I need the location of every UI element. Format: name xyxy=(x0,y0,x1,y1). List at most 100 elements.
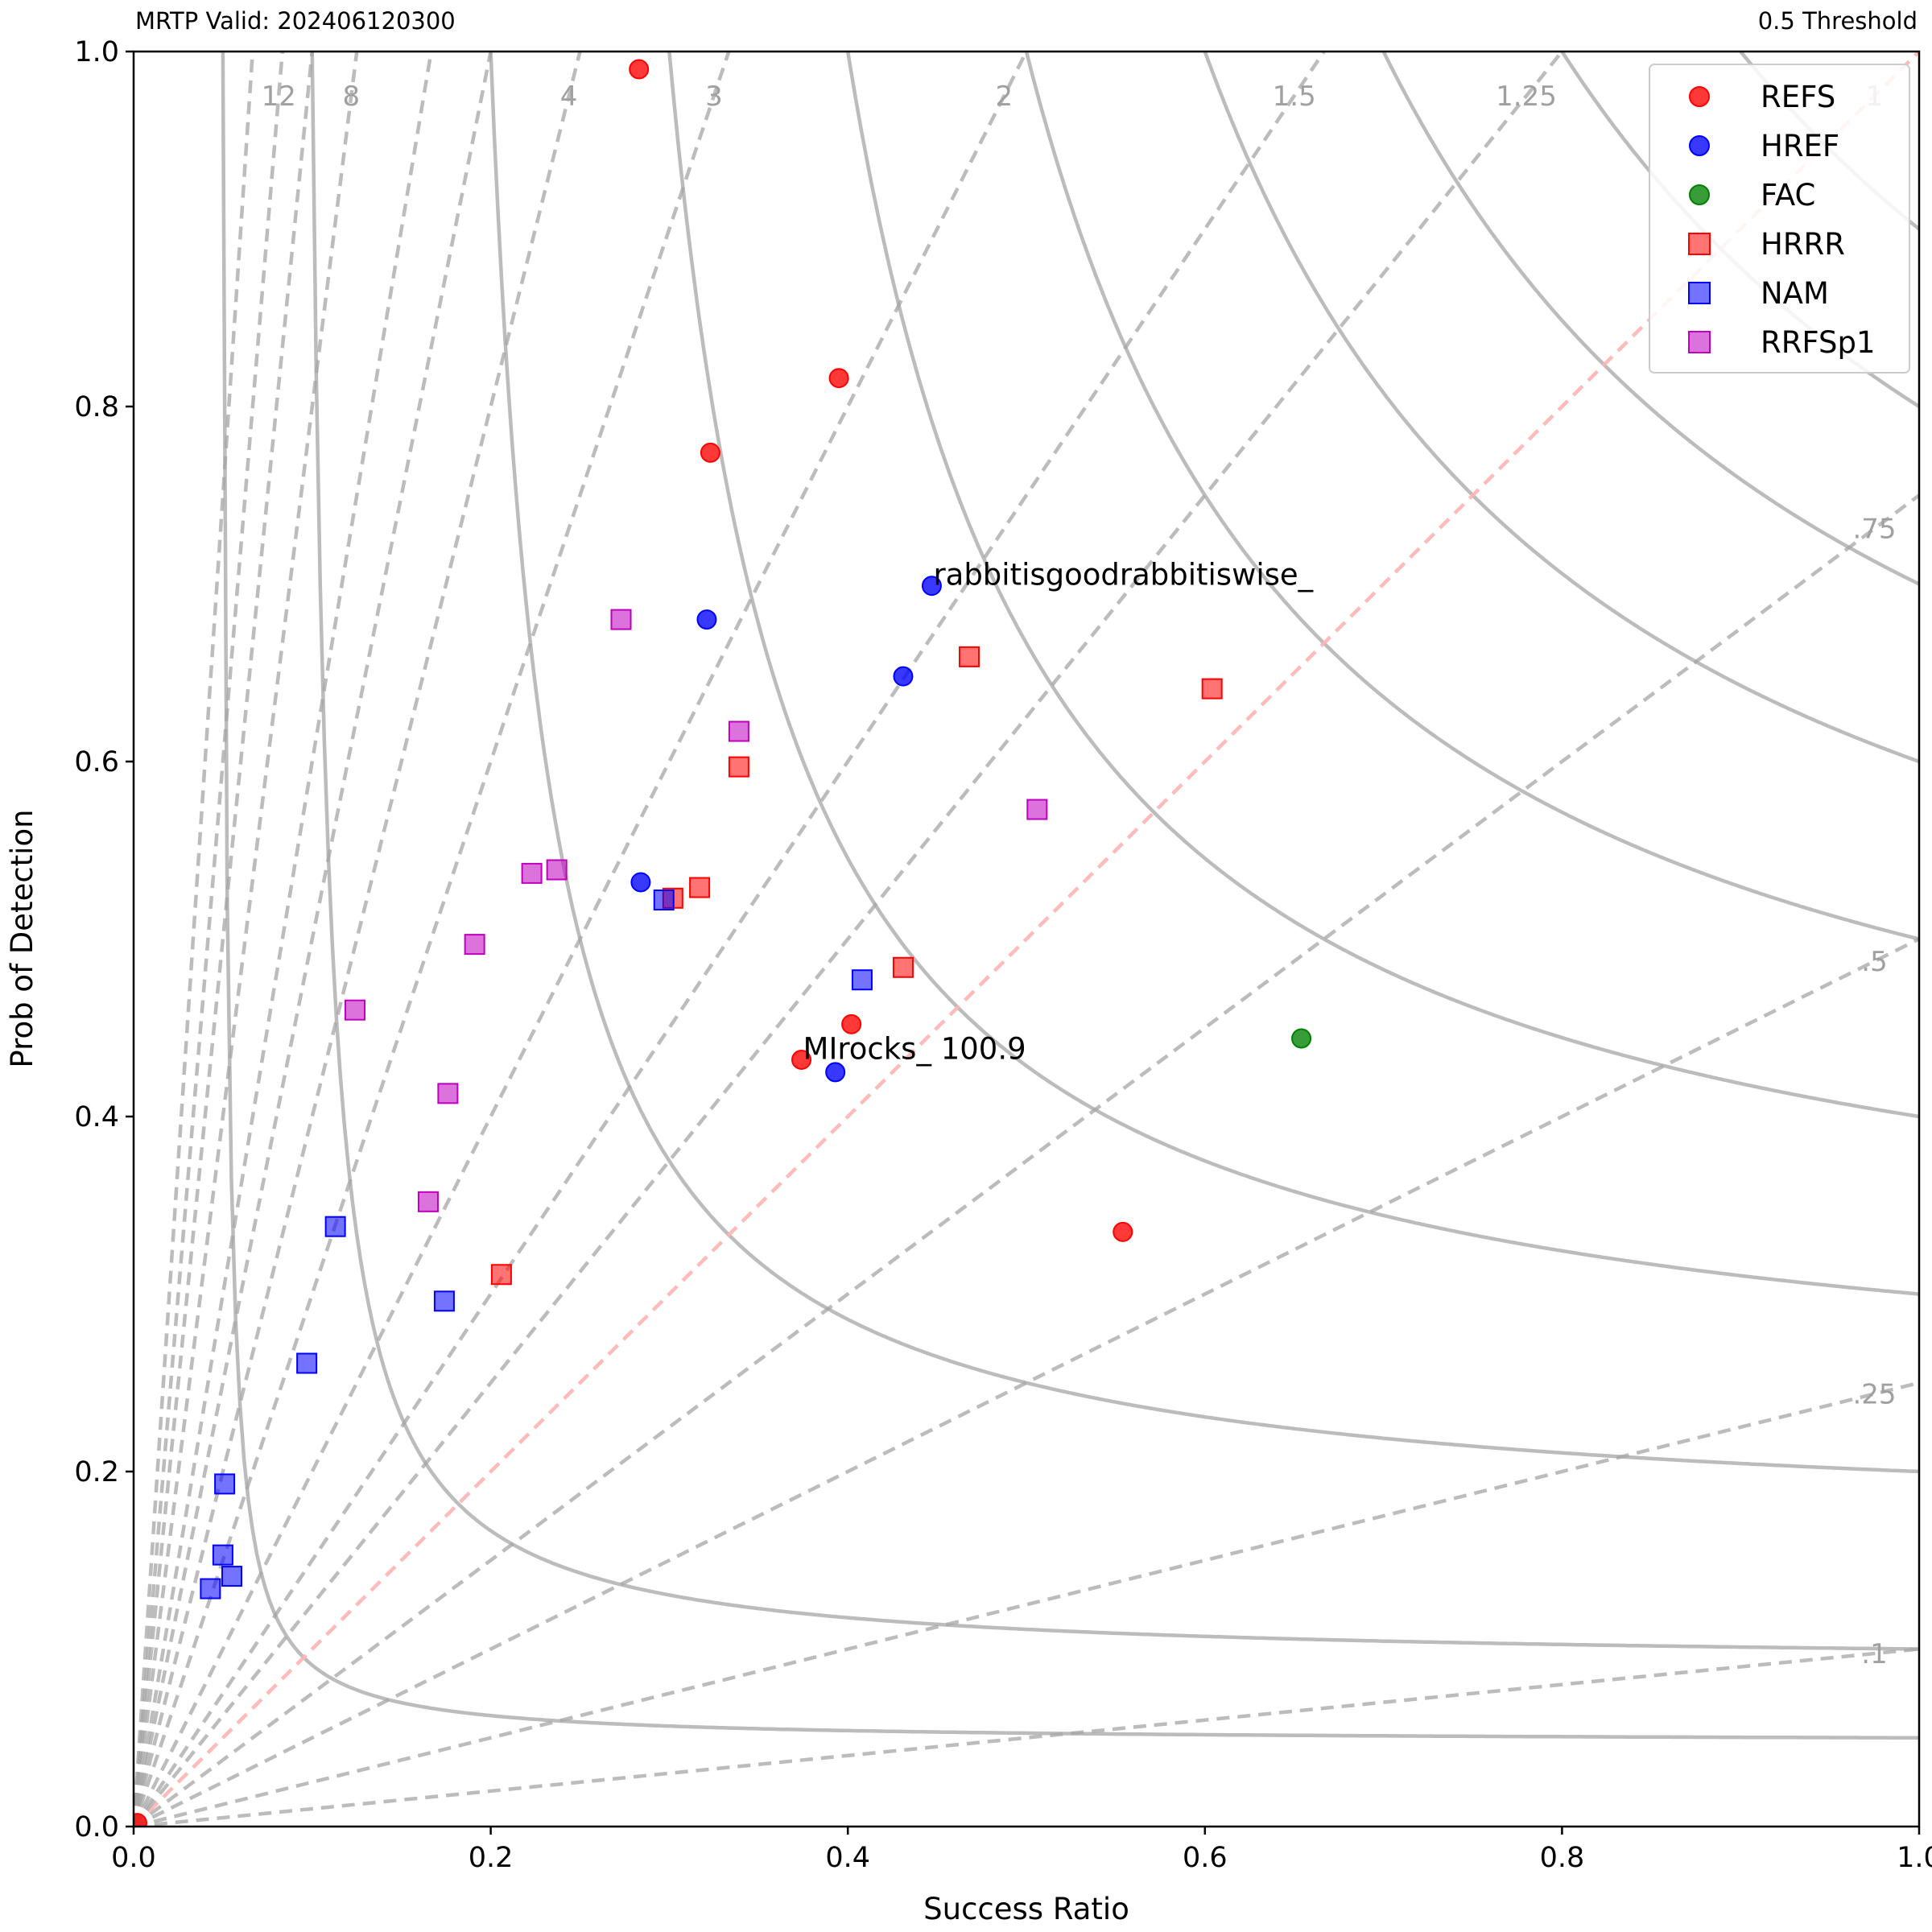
bias-label: .1 xyxy=(1861,1638,1887,1670)
data-point-refs xyxy=(700,442,720,463)
bias-label: 4 xyxy=(560,80,578,113)
data-point-fac xyxy=(1291,1028,1312,1049)
bias-label: 1.25 xyxy=(1496,80,1557,113)
csi-contour xyxy=(1381,52,1919,586)
data-point-hrrr xyxy=(728,756,749,778)
bias-line xyxy=(134,1647,1919,1827)
legend-marker xyxy=(1688,331,1711,353)
data-point-nam xyxy=(433,1290,455,1312)
data-point-rrfsp1 xyxy=(345,999,366,1021)
legend-label: HREF xyxy=(1761,129,1839,163)
x-tick-label: 1.0 xyxy=(1897,1842,1932,1874)
csi-contour xyxy=(1203,52,1919,764)
legend-label: REFS xyxy=(1761,80,1835,114)
legend-label: NAM xyxy=(1761,276,1829,311)
data-point-rrfsp1 xyxy=(610,609,632,630)
y-tick-label: 1.0 xyxy=(74,36,119,68)
data-point-refs xyxy=(1113,1221,1133,1242)
data-point-hrrr xyxy=(892,956,914,978)
legend-marker xyxy=(1688,233,1711,255)
bias-line xyxy=(134,52,1565,1827)
data-point-nam xyxy=(851,969,873,991)
y-tick-label: 0.4 xyxy=(74,1101,119,1133)
bias-line xyxy=(134,52,1029,1827)
legend-marker xyxy=(1689,86,1710,107)
data-point-rrfsp1 xyxy=(417,1191,439,1212)
data-point-refs xyxy=(134,1813,147,1827)
y-tick-label: 0.0 xyxy=(74,1811,119,1843)
data-point-refs xyxy=(828,368,849,389)
data-point-hrrr xyxy=(689,877,711,898)
data-point-href xyxy=(696,609,717,630)
header-left-text: MRTP Valid: 202406120300 xyxy=(135,7,456,35)
csi-contour xyxy=(667,52,1919,1296)
legend-marker xyxy=(1689,184,1710,205)
x-tick-label: 0.8 xyxy=(1540,1842,1585,1874)
x-tick-label: 0.0 xyxy=(111,1842,156,1874)
bias-label: .25 xyxy=(1852,1379,1896,1411)
data-point-hrrr xyxy=(959,646,980,667)
y-axis-label: Prob of Detection xyxy=(5,809,39,1067)
data-point-rrfsp1 xyxy=(546,859,568,881)
x-tick-label: 0.2 xyxy=(469,1842,514,1874)
data-points xyxy=(134,59,1312,1827)
data-point-hrrr xyxy=(490,1264,512,1286)
legend-box xyxy=(1649,64,1910,374)
point-annotation: MIrocks_ 100.9 xyxy=(803,1031,1026,1066)
x-axis-label: Success Ratio xyxy=(923,1892,1129,1926)
annotations: rabbitisgoodrabbitiswise_ MIrocks_ 100.9 xyxy=(803,558,1314,1067)
x-axis-ticks: 0.0 0.2 0.4 0.6 0.8 1.0 xyxy=(111,1827,1932,1874)
data-point-nam xyxy=(653,889,675,910)
y-axis-ticks: 0.0 0.2 0.4 0.6 0.8 1.0 xyxy=(74,36,134,1843)
bias-label: 3 xyxy=(705,80,723,113)
legend-marker xyxy=(1689,135,1710,156)
legend-label: HRRR xyxy=(1761,227,1845,262)
data-point-hrrr xyxy=(1201,678,1223,700)
bias-line xyxy=(134,1381,1919,1827)
data-point-nam xyxy=(214,1473,236,1495)
y-tick-label: 0.8 xyxy=(74,391,119,423)
data-point-rrfsp1 xyxy=(521,862,543,884)
data-point-rrfsp1 xyxy=(437,1083,459,1104)
bias-label: 8 xyxy=(342,80,360,113)
bias-line xyxy=(134,52,1919,1827)
plot-frame xyxy=(132,50,1921,1828)
header-right-text: 0.5 Threshold xyxy=(1758,7,1918,35)
legend-marker xyxy=(1688,282,1711,304)
data-point-href xyxy=(630,872,651,893)
y-tick-label: 0.2 xyxy=(74,1456,119,1488)
data-point-href xyxy=(893,666,914,687)
csi-contour xyxy=(1024,52,1919,941)
bias-label: .75 xyxy=(1852,514,1896,546)
csi-contour xyxy=(310,52,1919,1651)
y-tick-label: 0.6 xyxy=(74,746,119,778)
data-point-refs xyxy=(629,59,650,80)
legend: REFS HREF FAC HRRR NAM RRFSp1 xyxy=(1649,64,1910,374)
csi-contour xyxy=(845,52,1919,1119)
data-point-rrfsp1 xyxy=(1026,799,1048,820)
x-tick-label: 0.6 xyxy=(1183,1842,1228,1874)
data-point-nam xyxy=(296,1352,318,1374)
x-tick-label: 0.4 xyxy=(825,1842,870,1874)
data-point-href xyxy=(921,576,942,597)
legend-label: FAC xyxy=(1761,178,1815,213)
bias-label: 2 xyxy=(995,80,1013,113)
data-point-nam xyxy=(200,1578,221,1600)
data-point-nam xyxy=(324,1216,346,1237)
data-point-refs xyxy=(841,1013,862,1034)
data-point-href xyxy=(825,1062,846,1083)
bias-line xyxy=(134,52,1327,1827)
bias-label: 12 xyxy=(262,80,296,113)
data-point-rrfsp1 xyxy=(728,720,749,742)
bias-label: 1.5 xyxy=(1273,80,1316,113)
bias-line xyxy=(134,493,1919,1827)
data-point-nam xyxy=(212,1544,233,1566)
data-point-refs xyxy=(791,1049,812,1070)
bias-label: .5 xyxy=(1861,946,1887,978)
point-annotation: rabbitisgoodrabbitiswise_ xyxy=(933,558,1313,592)
data-point-rrfsp1 xyxy=(464,934,485,956)
legend-label: RRFSp1 xyxy=(1761,325,1876,360)
data-point-nam xyxy=(221,1566,242,1587)
